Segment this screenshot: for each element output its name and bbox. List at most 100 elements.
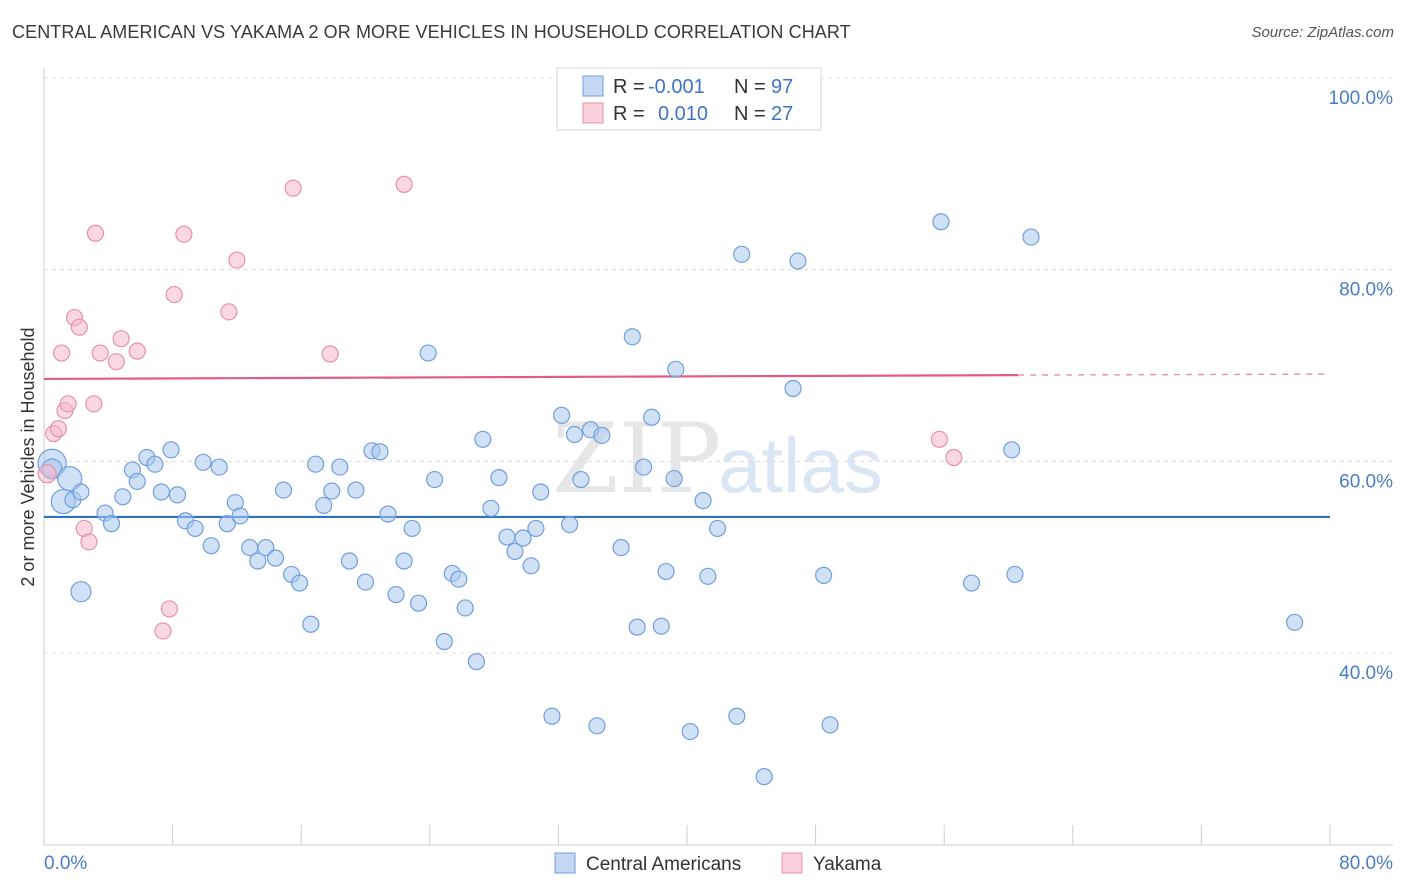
point-central-americans bbox=[543, 707, 561, 725]
point-central-americans bbox=[498, 528, 516, 546]
point-yakama bbox=[175, 225, 193, 243]
point-central-americans bbox=[527, 519, 545, 538]
point-yakama bbox=[165, 285, 183, 304]
point-yakama bbox=[220, 303, 238, 321]
x-tick-label-min: 0.0% bbox=[44, 853, 87, 874]
y-tick-label: 40.0% bbox=[1339, 663, 1393, 684]
point-central-americans bbox=[694, 492, 712, 510]
point-central-americans bbox=[257, 538, 275, 557]
point-central-americans bbox=[379, 505, 397, 523]
point-central-americans bbox=[409, 594, 428, 612]
point-central-americans bbox=[553, 406, 571, 424]
point-central-americans bbox=[168, 486, 187, 504]
point-central-americans bbox=[490, 469, 508, 487]
point-central-americans bbox=[1022, 228, 1040, 246]
point-yakama bbox=[53, 344, 71, 362]
point-central-americans bbox=[699, 567, 717, 585]
point-central-americans bbox=[643, 408, 661, 426]
x-tick-label-max: 80.0% bbox=[1339, 853, 1393, 874]
point-yakama bbox=[128, 342, 146, 360]
point-central-americans bbox=[572, 470, 590, 489]
source-label: Source: ZipAtlas.com bbox=[1251, 24, 1394, 41]
point-central-americans bbox=[114, 488, 132, 506]
trend-line-yakama-extension bbox=[1018, 373, 1331, 376]
point-central-americans bbox=[784, 379, 802, 398]
point-central-americans bbox=[1003, 441, 1021, 459]
point-central-americans bbox=[474, 430, 492, 448]
point-yakama bbox=[49, 420, 68, 438]
point-yakama bbox=[85, 395, 103, 413]
y-tick-labels: 40.0% 60.0% 80.0% 100.0% bbox=[1329, 88, 1394, 684]
point-yakama bbox=[395, 175, 413, 193]
point-central-americans bbox=[962, 574, 981, 592]
point-central-americans bbox=[102, 515, 121, 533]
point-central-americans bbox=[657, 562, 675, 581]
point-central-americans bbox=[634, 458, 653, 476]
point-central-americans bbox=[387, 585, 405, 604]
point-central-americans bbox=[482, 499, 500, 517]
point-central-americans bbox=[70, 581, 92, 603]
point-central-americans bbox=[593, 426, 611, 445]
series-legend: Central Americans Yakama bbox=[554, 852, 882, 875]
point-central-americans bbox=[667, 360, 685, 378]
point-central-americans bbox=[623, 328, 641, 346]
stats-legend: R = -0.001 N = 97 R = 0.010 N = 27 bbox=[556, 67, 822, 131]
point-central-americans bbox=[1006, 565, 1024, 584]
point-central-americans bbox=[57, 465, 83, 492]
legend-n-value-2: 27 bbox=[771, 103, 793, 125]
point-central-americans bbox=[628, 618, 646, 636]
point-central-americans bbox=[588, 717, 606, 735]
point-central-americans bbox=[152, 483, 170, 501]
point-central-americans bbox=[290, 574, 309, 592]
point-central-americans bbox=[932, 213, 950, 231]
point-yakama bbox=[154, 622, 172, 640]
point-yakama bbox=[228, 251, 246, 269]
point-central-americans bbox=[426, 470, 444, 489]
point-central-americans bbox=[514, 529, 532, 547]
chart-title: CENTRAL AMERICAN VS YAKAMA 2 OR MORE VEH… bbox=[12, 22, 851, 42]
point-central-americans bbox=[340, 552, 359, 570]
point-central-americans bbox=[331, 458, 349, 476]
point-central-americans bbox=[128, 472, 146, 491]
point-central-americans bbox=[371, 443, 389, 461]
trend-line-yakama bbox=[43, 373, 1019, 381]
point-yakama bbox=[112, 330, 130, 348]
legend-n-value-1: 97 bbox=[771, 76, 793, 98]
point-yakama bbox=[930, 430, 948, 448]
point-central-americans bbox=[302, 615, 320, 633]
legend-r-label-1: R = bbox=[613, 76, 645, 98]
series-legend-label-2: Yakama bbox=[813, 854, 882, 875]
point-central-americans bbox=[186, 519, 204, 538]
series-legend-swatch-2 bbox=[781, 852, 803, 874]
series-legend-label-1: Central Americans bbox=[586, 854, 741, 875]
point-central-americans bbox=[681, 722, 699, 741]
point-central-americans bbox=[565, 425, 584, 444]
point-central-americans bbox=[532, 483, 550, 501]
data-points bbox=[37, 175, 1304, 786]
point-central-americans bbox=[356, 573, 375, 591]
point-central-americans bbox=[522, 557, 540, 575]
point-central-americans bbox=[821, 716, 839, 734]
point-central-americans bbox=[347, 481, 365, 499]
watermark-zip: ZIP bbox=[552, 403, 721, 515]
point-central-americans bbox=[274, 481, 293, 499]
point-central-americans bbox=[323, 482, 341, 500]
point-yakama bbox=[321, 345, 339, 363]
legend-r-value-2: 0.010 bbox=[658, 103, 708, 125]
point-central-americans bbox=[435, 632, 453, 651]
grid-lines bbox=[44, 77, 1393, 654]
point-central-americans bbox=[506, 542, 524, 561]
point-yakama bbox=[70, 318, 88, 336]
point-central-americans bbox=[612, 538, 630, 557]
point-central-americans bbox=[210, 458, 228, 476]
y-tick-label: 100.0% bbox=[1329, 88, 1394, 109]
point-central-americans bbox=[789, 252, 807, 270]
point-central-americans bbox=[665, 469, 683, 488]
point-yakama bbox=[160, 600, 178, 618]
point-yakama bbox=[37, 464, 57, 484]
point-central-americans bbox=[162, 441, 180, 459]
point-yakama bbox=[945, 448, 963, 467]
legend-swatch-central-americans bbox=[582, 75, 604, 97]
point-central-americans bbox=[1286, 613, 1304, 631]
trend-lines bbox=[43, 373, 1331, 519]
